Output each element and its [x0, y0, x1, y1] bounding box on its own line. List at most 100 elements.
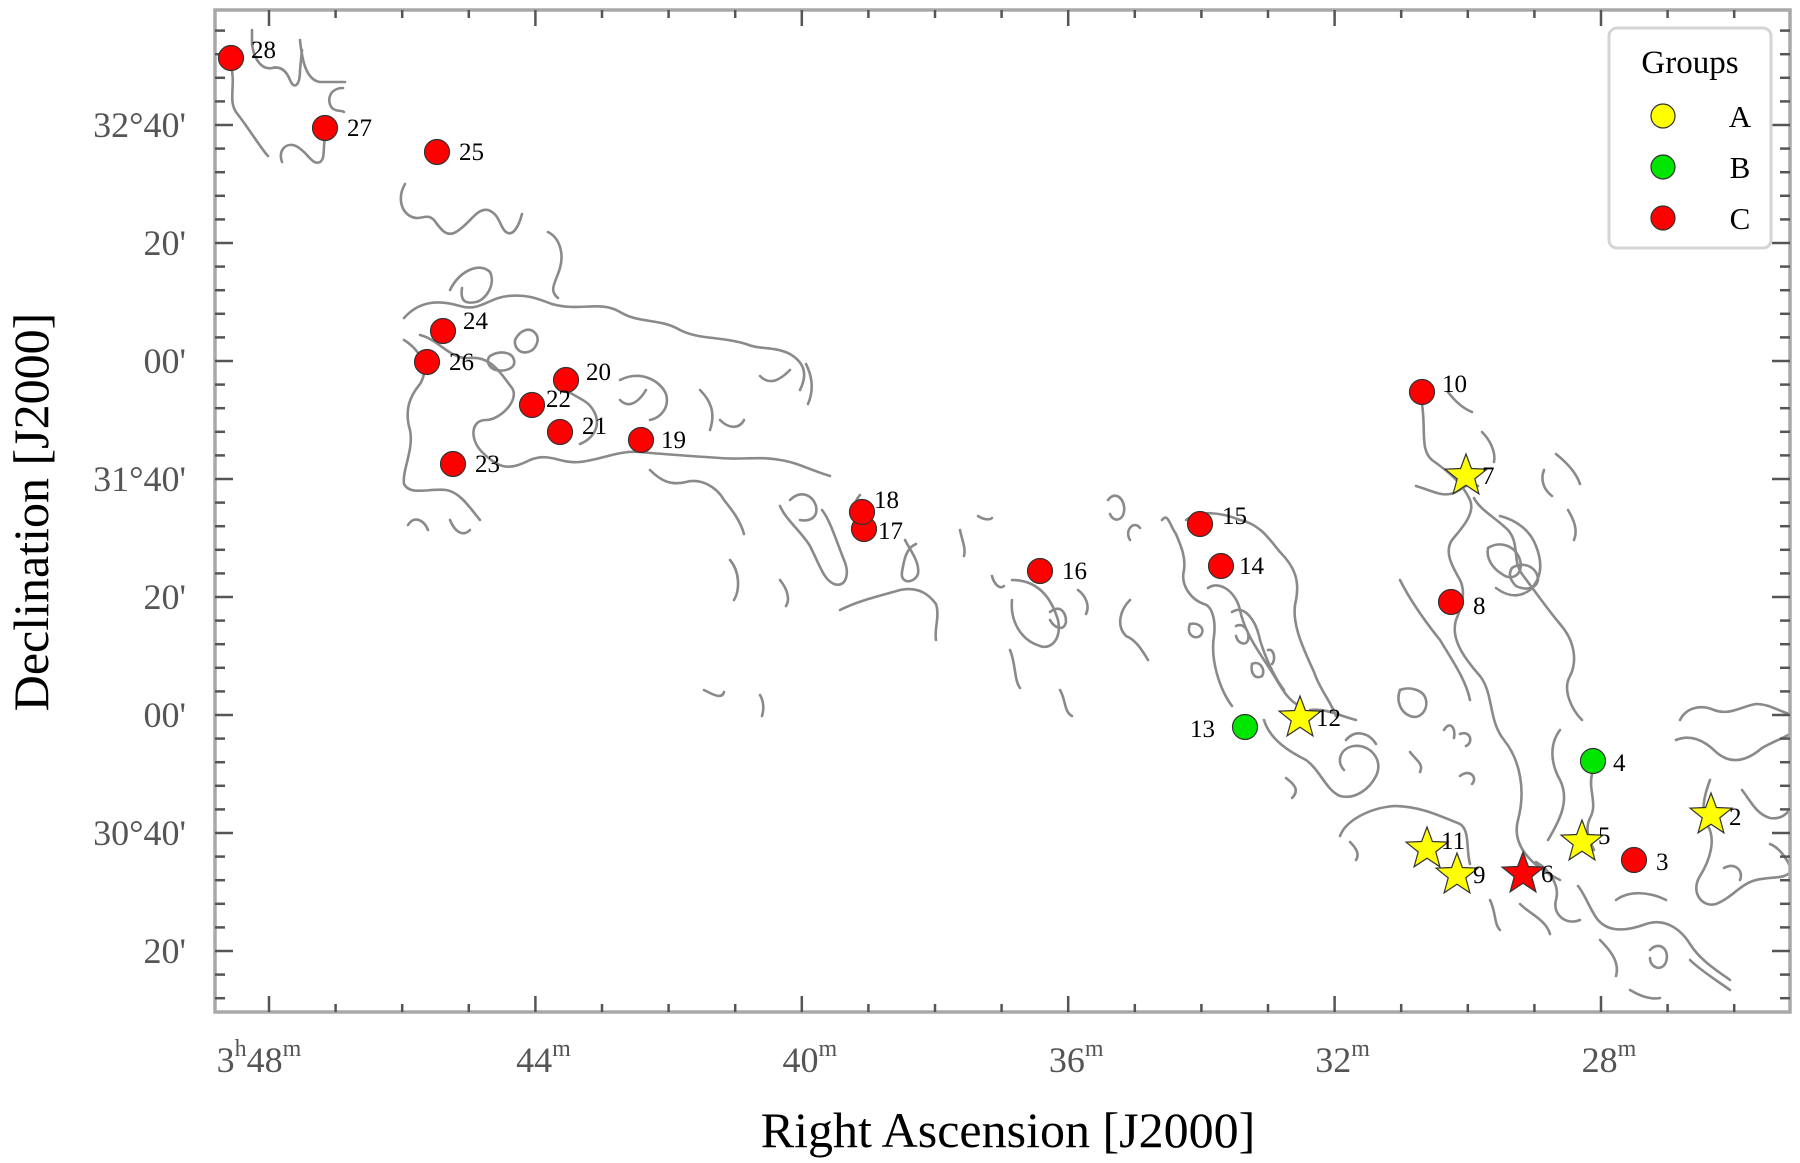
source-label: 28 [251, 37, 276, 64]
source-label: 6 [1541, 861, 1554, 888]
source-label: 26 [449, 349, 474, 376]
source-22: 22 [518, 386, 571, 419]
source-4: 4 [1579, 747, 1626, 777]
source-25: 25 [423, 138, 484, 166]
source-2: 2 [1688, 791, 1742, 835]
source-label: 7 [1482, 463, 1495, 490]
legend-marker-b [1650, 154, 1676, 180]
y-tick-label: 30°40' [93, 813, 186, 853]
source-label: 27 [347, 115, 372, 142]
source-label: 13 [1190, 716, 1215, 743]
plot-frame [213, 8, 1792, 1014]
circle-marker-icon [413, 348, 441, 376]
source-label: 8 [1473, 593, 1486, 620]
y-tick-label: 00' [144, 695, 187, 735]
legend-box [1607, 26, 1773, 250]
y-axis-ticks [215, 29, 1790, 1000]
x-tick-label: 40m [782, 1036, 837, 1080]
source-12: 12 [1277, 694, 1341, 738]
source-label: 22 [546, 386, 571, 413]
x-tick-label: 44m [516, 1036, 571, 1080]
source-label: 23 [475, 451, 500, 478]
source-label: 9 [1473, 862, 1486, 889]
source-28: 28 [217, 37, 276, 72]
x-axis-ticks [267, 10, 1736, 1012]
circle-marker-icon [546, 418, 574, 446]
source-label: 2 [1729, 804, 1742, 831]
circle-marker-icon [439, 450, 467, 478]
source-21: 21 [546, 413, 607, 446]
circle-marker-icon [1231, 713, 1259, 741]
star-marker-icon [1688, 791, 1734, 835]
x-axis-tick-labels: 3h48m 44m 40m 36m 32m 28m [217, 1036, 1637, 1080]
y-axis-tick-labels: 32°40' 20' 00' 31°40' 20' 00' 30°40' 20' [93, 105, 186, 971]
star-marker-icon [1434, 851, 1480, 895]
source-label: 19 [661, 427, 686, 454]
circle-marker-icon [423, 138, 451, 166]
source-24: 24 [429, 308, 489, 345]
source-15: 15 [1186, 503, 1247, 538]
legend-label-b: B [1730, 150, 1751, 185]
source-label: 20 [586, 359, 611, 386]
source-label: 25 [459, 139, 484, 166]
source-18: 18 [848, 487, 899, 526]
source-14: 14 [1207, 552, 1265, 580]
circle-marker-icon [1207, 552, 1235, 580]
x-axis-label: Right Ascension [J2000] [761, 1102, 1255, 1158]
legend-marker-c [1650, 205, 1676, 231]
circle-marker-icon [217, 44, 245, 72]
star-marker-icon [1404, 825, 1450, 869]
circle-marker-icon [1026, 557, 1054, 585]
circle-marker-icon [1579, 747, 1607, 775]
legend-label-a: A [1729, 99, 1752, 134]
circle-marker-icon [552, 366, 580, 394]
source-5: 5 [1559, 818, 1611, 862]
circle-marker-icon [429, 317, 457, 345]
legend-label-c: C [1730, 201, 1751, 236]
x-tick-label: 28m [1582, 1036, 1637, 1080]
star-marker-icon [1443, 452, 1489, 496]
source-label: 18 [874, 487, 899, 514]
source-19: 19 [627, 426, 686, 454]
source-3: 3 [1620, 846, 1669, 876]
source-label: 17 [878, 518, 903, 545]
star-marker-icon [1500, 850, 1546, 894]
y-tick-label: 32°40' [93, 105, 186, 145]
source-label: 3 [1656, 849, 1669, 876]
source-label: 14 [1239, 553, 1265, 580]
circle-marker-icon [518, 391, 546, 419]
source-9: 9 [1434, 851, 1486, 895]
y-tick-label: 00' [144, 341, 187, 381]
circle-marker-icon [311, 114, 339, 142]
source-16: 16 [1026, 557, 1087, 585]
source-10: 10 [1408, 371, 1467, 406]
circle-marker-icon [848, 498, 876, 526]
star-marker-icon [1277, 694, 1323, 738]
circle-marker-icon [1186, 510, 1214, 538]
source-7: 7 [1443, 452, 1495, 496]
y-axis-label: Declination [J2000] [3, 313, 59, 712]
x-tick-label: 3h48m [217, 1036, 302, 1080]
source-label: 21 [582, 413, 607, 440]
source-6: 6 [1500, 850, 1554, 894]
circle-marker-icon [627, 426, 655, 454]
contour-layer [229, 28, 1790, 1000]
legend-marker-a [1650, 103, 1676, 129]
x-tick-label: 36m [1049, 1036, 1104, 1080]
y-tick-label: 20' [144, 223, 187, 263]
source-label: 16 [1062, 558, 1087, 585]
source-label: 12 [1316, 705, 1341, 732]
source-13: 13 [1190, 713, 1259, 743]
y-tick-label: 20' [144, 931, 187, 971]
source-label: 10 [1442, 371, 1467, 398]
legend-title: Groups [1641, 45, 1738, 81]
y-tick-label: 31°40' [93, 459, 186, 499]
y-tick-label: 20' [144, 577, 187, 617]
circle-marker-icon [1408, 378, 1436, 406]
source-label: 11 [1441, 828, 1465, 855]
source-label: 5 [1598, 823, 1611, 850]
circle-marker-icon [1437, 588, 1465, 616]
source-23: 23 [439, 450, 500, 478]
source-26: 26 [413, 348, 474, 376]
